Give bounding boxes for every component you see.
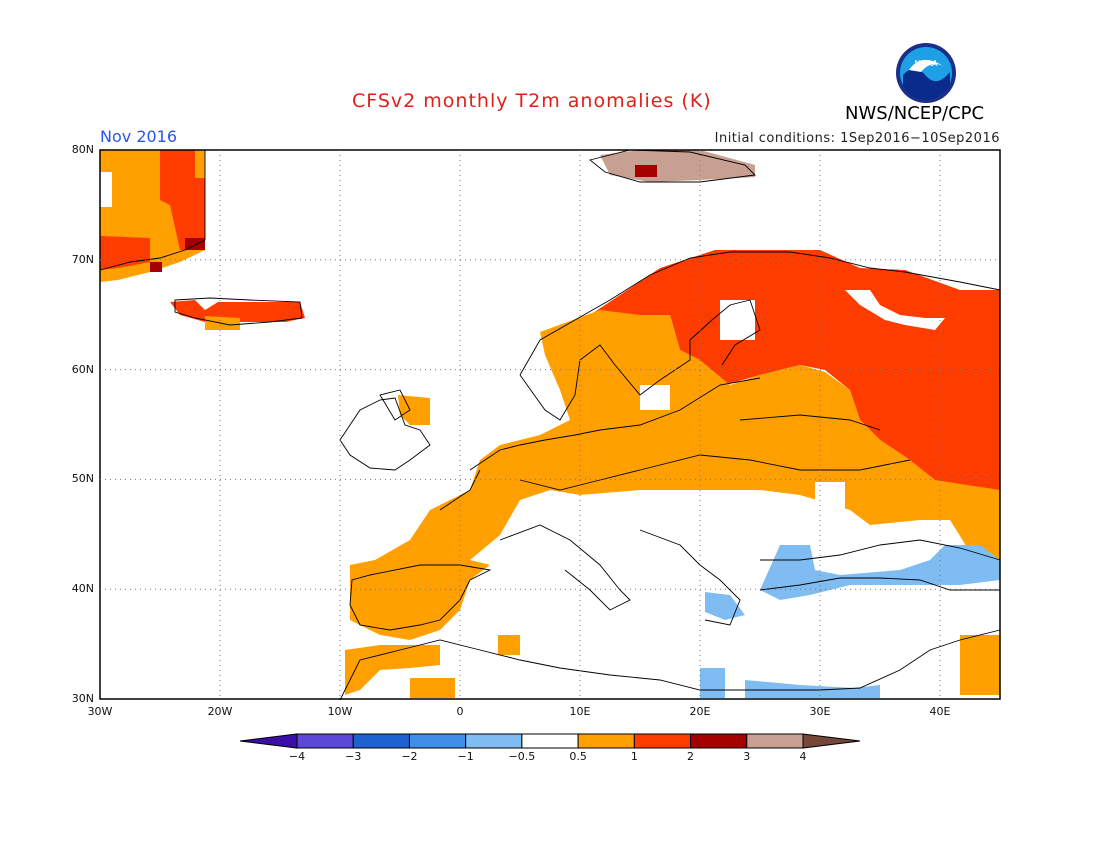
colorbar-tick-label: 0.5 <box>569 750 587 763</box>
lon-label: 30E <box>809 705 831 718</box>
lon-label: 20E <box>689 705 711 718</box>
map-title: CFSv2 monthly T2m anomalies (K) <box>352 90 712 112</box>
svg-text:NOAA: NOAA <box>914 59 938 68</box>
colorbar-tick-label: 4 <box>799 750 807 763</box>
colorbar-box <box>690 733 748 749</box>
forecast-month: Nov 2016 <box>100 127 178 146</box>
noaa-logo-icon: NOAA <box>896 43 956 103</box>
lon-label: 10E <box>569 705 591 718</box>
lon-label: 10W <box>327 705 353 718</box>
lat-label: 30N <box>71 692 94 705</box>
colorbar <box>239 733 861 749</box>
colorbar-tick-label: −0.5 <box>508 750 536 763</box>
colorbar-tick-label: −1 <box>457 750 474 763</box>
colorbar-box <box>521 733 579 749</box>
colorbar-box <box>746 733 804 749</box>
colorbar-tick-label: −4 <box>288 750 306 763</box>
gridlines <box>100 150 1000 699</box>
lon-label: 20W <box>207 705 233 718</box>
lon-label: 30W <box>87 705 113 718</box>
coastlines <box>99 149 1001 701</box>
lat-label: 60N <box>71 362 94 376</box>
colorbar-tick-label: 1 <box>630 750 638 763</box>
colorbar-box <box>352 733 410 749</box>
colorbar-box <box>408 733 467 749</box>
colorbar-box <box>465 733 523 749</box>
initial-conditions: Initial conditions: 1Sep2016−10Sep2016 <box>714 131 1000 146</box>
colorbar-box <box>633 733 692 749</box>
colorbar-tick-label: 3 <box>743 750 751 763</box>
map-frame <box>99 149 1001 700</box>
lat-label: 40N <box>71 582 94 596</box>
lat-label: 50N <box>71 472 94 486</box>
lat-label: 70N <box>71 252 94 266</box>
colorbar-min-arrow <box>239 733 298 749</box>
colorbar-tick-label: −2 <box>401 750 418 763</box>
colorbar-tick-label: 2 <box>687 750 695 763</box>
lon-label: 0 <box>456 705 464 718</box>
anomaly-fields <box>100 150 1000 698</box>
colorbar-box <box>296 733 354 749</box>
lon-label: 40E <box>929 705 951 718</box>
colorbar-tick-label: −3 <box>345 750 362 763</box>
colorbar-box <box>577 733 635 749</box>
org-label: NWS/NCEP/CPC <box>845 103 985 124</box>
colorbar-max-arrow <box>802 733 861 749</box>
lat-label: 80N <box>71 143 94 156</box>
